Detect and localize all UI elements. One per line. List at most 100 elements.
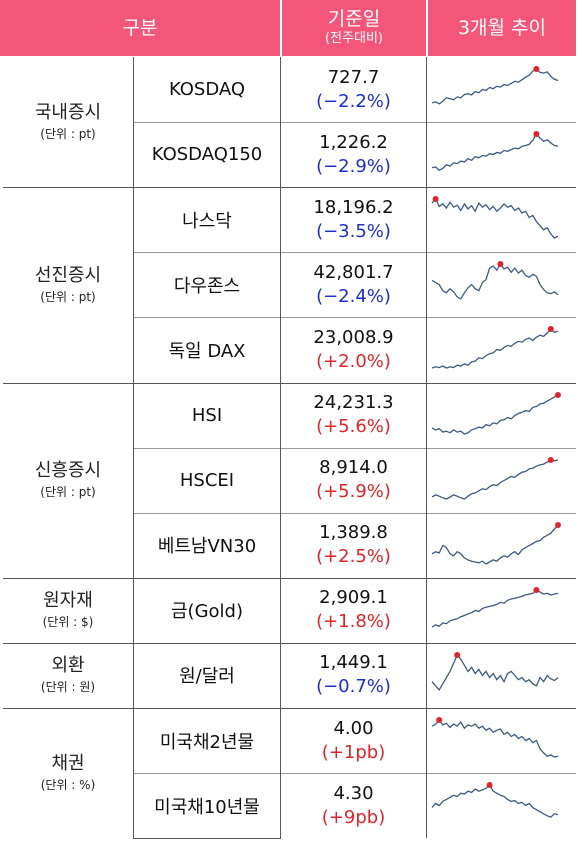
weekly-change: (+9pb) [321, 806, 386, 828]
table-header [0, 0, 576, 56]
sparkline [428, 584, 562, 637]
row-divider [133, 773, 576, 775]
weekly-change: (−2.4%) [316, 285, 391, 307]
sparkline-path [431, 458, 559, 500]
header-base-date-sub: (전주대비) [325, 31, 383, 46]
sparkline-path [431, 784, 559, 818]
sparkline-path [431, 198, 559, 240]
current-value: 1,226.2 [319, 131, 388, 153]
sparkline [428, 519, 562, 572]
row-divider [133, 447, 576, 449]
sparkline-peak-dot [497, 261, 504, 268]
value-cell: 42,801.7 (−2.4%) [281, 252, 426, 317]
value-cell: 1,389.8 (+2.5%) [281, 513, 426, 578]
weekly-change: (−3.5%) [316, 220, 391, 242]
column-divider [133, 57, 134, 839]
sparkline [428, 193, 562, 246]
header-trend-label: 3개월 추이 [457, 17, 547, 39]
item-label: 독일 DAX [168, 340, 246, 362]
sparkline-svg [431, 326, 559, 370]
sparkline-path [431, 263, 559, 301]
sparkline-peak-dot [436, 717, 443, 723]
value-cell: 18,196.2 (−3.5%) [281, 187, 426, 252]
value-cell: 1,449.1 (−0.7%) [281, 643, 426, 708]
group-name: 선진증시 [34, 264, 102, 286]
item-label: KOSDAQ150 [151, 144, 263, 166]
sparkline-svg [431, 391, 561, 435]
group-divider [3, 642, 576, 644]
item-label: HSI [191, 404, 223, 426]
sparkline-path [431, 132, 559, 172]
column-divider [280, 57, 281, 839]
item-label: 미국채10년물 [154, 796, 260, 818]
sparkline-path [431, 68, 559, 105]
group-unit: (단위 : 원) [40, 680, 96, 695]
current-value: 2,909.1 [319, 587, 388, 609]
sparkline-svg [431, 456, 559, 500]
row-divider [133, 122, 576, 124]
weekly-change: (+1pb) [321, 741, 386, 763]
item-label: 베트남VN30 [157, 536, 257, 558]
column-divider [426, 57, 427, 839]
weekly-change: (−2.2%) [316, 90, 391, 112]
current-value: 1,449.1 [319, 652, 388, 674]
item-label: 다우존스 [173, 275, 241, 297]
sparkline-path [431, 328, 559, 370]
value-cell: 2,909.1 (+1.8%) [281, 578, 426, 643]
row-divider [133, 512, 576, 514]
item-label: 금(Gold) [171, 601, 243, 623]
value-cell: 727.7 (−2.2%) [281, 57, 426, 122]
sparkline [428, 128, 562, 181]
sparkline-svg [431, 521, 561, 565]
group-unit: (단위 : pt) [40, 127, 96, 142]
header-category-label: 구분 [122, 17, 158, 39]
sparkline-path [431, 718, 559, 758]
weekly-change: (+2.5%) [316, 546, 391, 568]
group-divider [3, 382, 576, 384]
sparkline-svg [431, 196, 559, 240]
group-label: 채권 (단위 : %) [3, 708, 133, 838]
sparkline-peak-dot [555, 521, 561, 528]
item-label: 미국채2년물 [159, 731, 255, 753]
group-unit: (단위 : pt) [40, 289, 96, 304]
group-name: 외환 [51, 655, 85, 677]
weekly-change: (+5.6%) [316, 416, 391, 438]
sparkline-svg [431, 131, 559, 172]
sparkline-svg [431, 782, 559, 818]
current-value: 727.7 [327, 66, 380, 88]
sparkline-peak-dot [533, 66, 540, 72]
sparkline-svg [431, 66, 559, 105]
item-label: KOSDAQ [168, 79, 246, 101]
group-divider [3, 708, 576, 709]
current-value: 42,801.7 [313, 261, 394, 283]
weekly-change: (+1.8%) [316, 611, 391, 633]
sparkline [428, 258, 562, 311]
group-name: 국내증시 [34, 102, 102, 124]
header-trend: 3개월 추이 [428, 0, 576, 56]
item-label: HSCEI [179, 469, 235, 491]
group-label: 신흥증시 (단위 : pt) [3, 383, 133, 578]
sparkline [428, 714, 562, 767]
value-cell: 4.30 (+9pb) [281, 773, 426, 838]
sparkline-path [431, 653, 559, 691]
sparkline-peak-dot [486, 782, 493, 789]
group-divider [3, 187, 576, 189]
current-value: 18,196.2 [313, 196, 394, 218]
sparkline-path [431, 393, 559, 435]
value-cell: 23,008.9 (+2.0%) [281, 317, 426, 382]
row-divider [133, 252, 576, 254]
current-value: 1,389.8 [319, 522, 388, 544]
sparkline [428, 323, 562, 376]
header-base-date-label: 기준일 [327, 8, 381, 30]
item-label: 원/달러 [179, 666, 235, 688]
sparkline-peak-dot [547, 456, 554, 463]
current-value: 23,008.9 [313, 326, 394, 348]
weekly-change: (−2.9%) [316, 155, 391, 177]
current-value: 8,914.0 [319, 457, 388, 479]
current-value: 24,231.3 [313, 392, 394, 414]
group-unit: (단위 : %) [40, 778, 96, 793]
group-label: 원자재 (단위 : $) [3, 578, 133, 643]
weekly-change: (+5.9%) [316, 481, 391, 503]
group-divider [133, 838, 281, 840]
sparkline [428, 454, 562, 507]
